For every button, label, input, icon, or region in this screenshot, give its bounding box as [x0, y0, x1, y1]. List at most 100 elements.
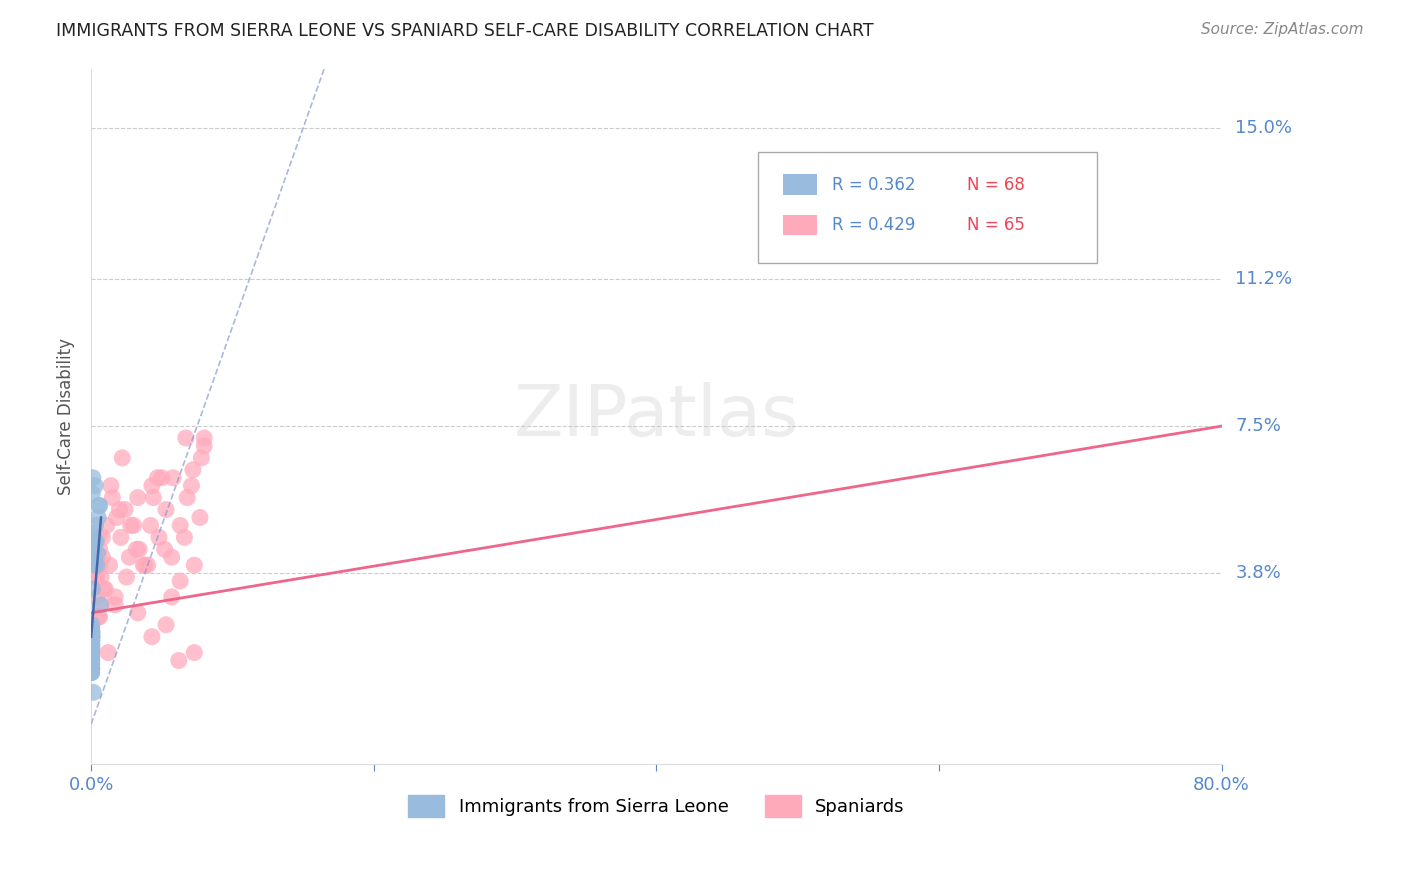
Point — [90, 598, 112, 612]
Point — [82, 526, 104, 541]
Point — [82, 685, 104, 699]
FancyBboxPatch shape — [783, 215, 817, 235]
Point — [80, 633, 103, 648]
Point — [80, 646, 103, 660]
Y-axis label: Self-Care Disability: Self-Care Disability — [58, 338, 75, 495]
Point — [80, 630, 103, 644]
Point — [82, 471, 104, 485]
Point — [80, 617, 103, 632]
Point — [80, 641, 103, 656]
Point — [181, 463, 204, 477]
Point — [80, 638, 103, 652]
Point — [80, 625, 103, 640]
Point — [183, 646, 205, 660]
Point — [80, 630, 103, 644]
Point — [80, 625, 103, 640]
Point — [134, 558, 156, 573]
Point — [173, 530, 195, 544]
Point — [188, 510, 211, 524]
Point — [80, 649, 103, 664]
Point — [80, 653, 103, 667]
Point — [94, 582, 117, 596]
Point — [141, 479, 163, 493]
Point — [105, 510, 128, 524]
Point — [190, 450, 212, 465]
Point — [80, 638, 103, 652]
Point — [127, 606, 149, 620]
Point — [120, 518, 142, 533]
Point — [80, 661, 103, 675]
Text: IMMIGRANTS FROM SIERRA LEONE VS SPANIARD SELF-CARE DISABILITY CORRELATION CHART: IMMIGRANTS FROM SIERRA LEONE VS SPANIARD… — [56, 22, 875, 40]
Point — [80, 657, 103, 672]
Point — [125, 542, 148, 557]
Point — [83, 558, 105, 573]
Text: R = 0.362: R = 0.362 — [831, 176, 915, 194]
Point — [101, 491, 124, 505]
Point — [84, 518, 107, 533]
Point — [80, 633, 103, 648]
Point — [169, 518, 191, 533]
Point — [82, 486, 104, 500]
Point — [80, 625, 103, 640]
Point — [80, 657, 103, 672]
Point — [80, 665, 103, 680]
Text: ZIPatlas: ZIPatlas — [513, 382, 799, 450]
Point — [86, 558, 108, 573]
Point — [87, 499, 110, 513]
Point — [87, 558, 110, 573]
Point — [98, 558, 121, 573]
Point — [83, 550, 105, 565]
Point — [142, 491, 165, 505]
Point — [86, 590, 108, 604]
Point — [87, 609, 110, 624]
Point — [100, 479, 122, 493]
Point — [132, 558, 155, 573]
Point — [111, 450, 134, 465]
Point — [104, 598, 127, 612]
Point — [118, 550, 141, 565]
Point — [139, 518, 162, 533]
Point — [86, 546, 108, 560]
Point — [80, 633, 103, 648]
Point — [89, 558, 111, 573]
Point — [169, 574, 191, 588]
Point — [89, 609, 111, 624]
Point — [84, 479, 107, 493]
Point — [174, 431, 197, 445]
Point — [80, 622, 103, 636]
Point — [80, 653, 103, 667]
Point — [80, 630, 103, 644]
Point — [153, 542, 176, 557]
Point — [89, 542, 111, 557]
Point — [110, 530, 132, 544]
Point — [160, 590, 183, 604]
Point — [80, 646, 103, 660]
Point — [80, 622, 103, 636]
Point — [155, 617, 177, 632]
Text: 15.0%: 15.0% — [1236, 120, 1292, 137]
Point — [80, 665, 103, 680]
Point — [141, 630, 163, 644]
Point — [180, 479, 202, 493]
Point — [91, 550, 114, 565]
Point — [114, 502, 136, 516]
Point — [136, 558, 159, 573]
Point — [167, 653, 190, 667]
Text: 3.8%: 3.8% — [1236, 564, 1281, 582]
Point — [128, 542, 150, 557]
Point — [148, 530, 170, 544]
Point — [80, 638, 103, 652]
Point — [176, 491, 198, 505]
Point — [80, 649, 103, 664]
Point — [80, 622, 103, 636]
Point — [80, 625, 103, 640]
Point — [80, 649, 103, 664]
Point — [80, 661, 103, 675]
Point — [89, 499, 111, 513]
Text: R = 0.429: R = 0.429 — [831, 216, 915, 234]
Point — [80, 641, 103, 656]
Point — [104, 590, 127, 604]
Point — [90, 570, 112, 584]
Point — [80, 657, 103, 672]
Point — [80, 657, 103, 672]
